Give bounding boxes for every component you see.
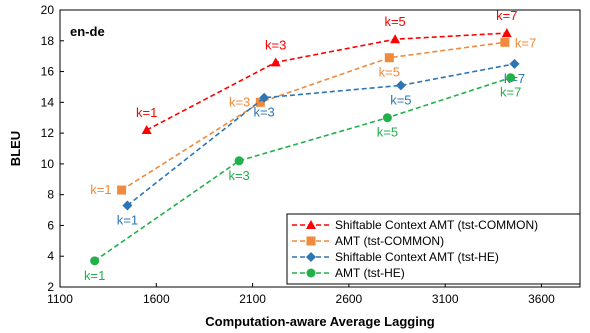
- y-tick-label: 4: [47, 249, 54, 263]
- legend-entry: AMT (tst-HE): [292, 266, 405, 280]
- legend-entry: AMT (tst-COMMON): [292, 234, 444, 248]
- data-label: k=5: [377, 125, 398, 140]
- x-tick-label: 3600: [528, 292, 555, 306]
- plot-frame: [59, 9, 581, 288]
- series-line: [121, 41, 505, 191]
- legend: Shiftable Context AMT (tst-COMMON) AMT (t…: [286, 213, 581, 285]
- data-point: [122, 200, 133, 211]
- y-tick-label: 14: [41, 95, 55, 109]
- y-tick-label: 2: [47, 280, 54, 294]
- x-tick-label: 2600: [336, 292, 363, 306]
- axes: 2 4 6 8 10 12 14 16 18 20 1100 1600 2100 2600 3100 3600: [41, 3, 581, 306]
- legend-entry: Shiftable Context AMT (tst-HE): [292, 250, 499, 264]
- data-point: [141, 125, 152, 135]
- data-label: k=5: [390, 92, 411, 107]
- data-label: k=5: [379, 65, 400, 80]
- legend-entry: Shiftable Context AMT (tst-COMMON): [292, 218, 538, 232]
- data-label: k=3: [265, 37, 286, 52]
- data-point: [506, 73, 516, 83]
- series-0: k=1 k=3 k=5 k=7: [136, 8, 517, 135]
- data-point: [384, 53, 394, 63]
- y-tick-label: 16: [41, 65, 55, 79]
- data-point: [501, 28, 512, 38]
- series-line: [94, 76, 511, 262]
- y-axis-title: BLEU: [8, 131, 23, 166]
- x-tick-label: 2100: [239, 292, 266, 306]
- y-tick-label: 10: [41, 157, 55, 171]
- legend-label: AMT (tst-COMMON): [335, 234, 444, 248]
- data-point: [234, 156, 244, 166]
- x-axis-title: Computation-aware Average Lagging: [205, 314, 435, 329]
- data-label: k=1: [117, 212, 138, 227]
- data-label: k=7: [500, 85, 521, 100]
- data-label: k=1: [90, 182, 111, 197]
- legend-marker: [306, 220, 316, 229]
- data-label: k=3: [228, 168, 249, 183]
- chart-title: en-de: [70, 24, 105, 39]
- series-3: k=1 k=3 k=5 k=7: [84, 73, 521, 283]
- legend-label: Shiftable Context AMT (tst-HE): [335, 250, 499, 264]
- legend-box: [286, 213, 581, 285]
- data-label: k=3: [253, 105, 274, 120]
- series-line: [126, 63, 515, 207]
- data-point: [117, 185, 127, 195]
- data-point: [509, 58, 520, 69]
- legend-label: Shiftable Context AMT (tst-COMMON): [335, 218, 538, 232]
- series-2: k=1 k=3 k=5 k=7: [117, 58, 525, 227]
- legend-marker: [306, 252, 316, 262]
- data-point: [259, 92, 270, 103]
- x-tick-label: 1600: [143, 292, 170, 306]
- data-label: k=1: [136, 105, 157, 120]
- data-label: k=5: [384, 14, 405, 29]
- data-point: [395, 80, 406, 91]
- y-tick-label: 20: [41, 3, 55, 17]
- y-tick-label: 18: [41, 34, 55, 48]
- y-tick-label: 8: [47, 188, 54, 202]
- y-tick-label: 12: [41, 126, 55, 140]
- x-tick-label: 1100: [47, 292, 73, 306]
- legend-marker: [306, 268, 316, 278]
- series-line: [146, 32, 507, 131]
- data-point: [382, 113, 392, 123]
- series-layer: k=1k=3k=5k=7k=1k=3k=5k=7k=1k=3k=5k=7k=1k…: [84, 8, 536, 283]
- data-point: [390, 34, 401, 44]
- data-point: [255, 97, 265, 107]
- x-tick-label: 3100: [432, 292, 459, 306]
- legend-label: AMT (tst-HE): [335, 266, 405, 280]
- data-label: k=3: [229, 94, 250, 109]
- data-label: k=7: [515, 35, 536, 50]
- data-point: [90, 256, 100, 266]
- legend-marker: [306, 236, 316, 246]
- data-label: k=1: [84, 268, 105, 283]
- data-point: [270, 57, 281, 67]
- series-1: k=1 k=3 k=5 k=7: [90, 35, 536, 197]
- data-point: [500, 37, 510, 47]
- y-tick-label: 6: [47, 218, 54, 232]
- data-label: k=7: [496, 8, 517, 23]
